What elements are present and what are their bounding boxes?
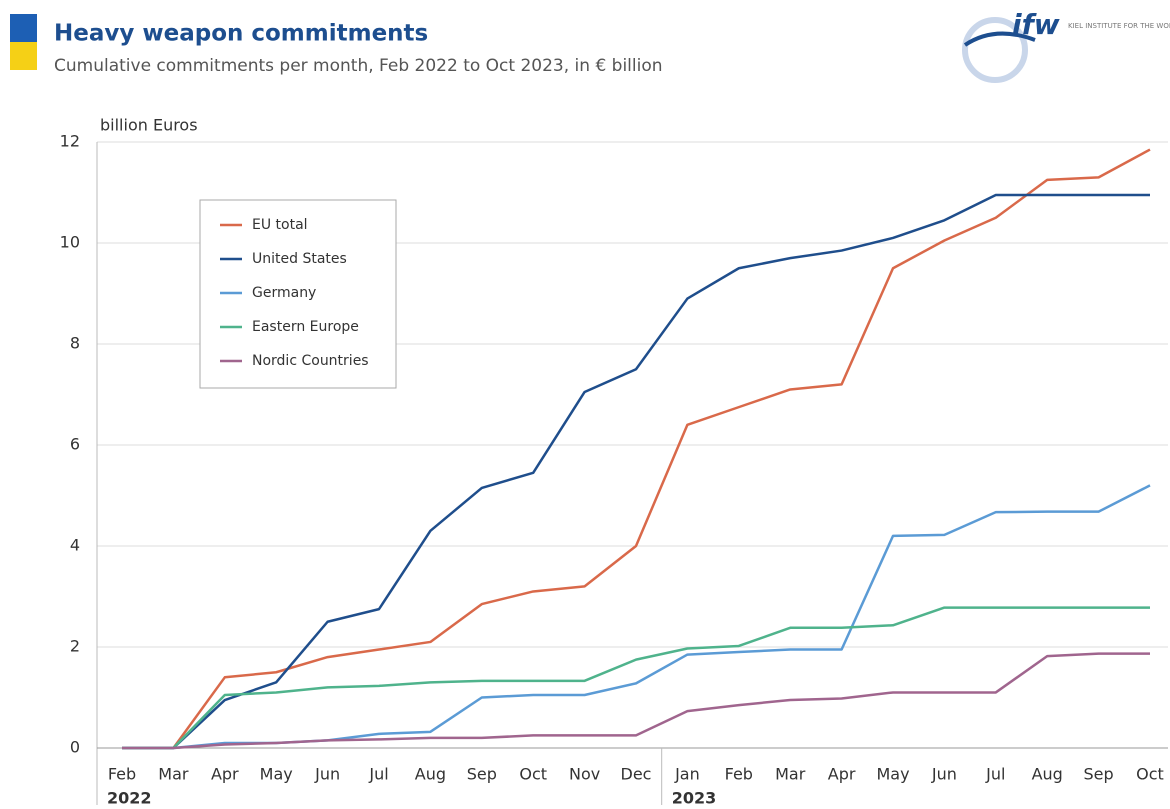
x-tick-label: Jun xyxy=(314,765,340,784)
y-tick-label: 2 xyxy=(70,637,80,656)
x-tick-label: Mar xyxy=(158,765,189,784)
x-tick-label: Aug xyxy=(1032,765,1063,784)
x-tick-label: Sep xyxy=(1084,765,1114,784)
logo-mark: ifw xyxy=(1012,8,1060,41)
y-tick-label: 10 xyxy=(60,233,80,252)
y-axis-label: billion Euros xyxy=(100,116,198,135)
x-tick-label: Feb xyxy=(725,765,753,784)
y-tick-label: 0 xyxy=(70,738,80,757)
series-line xyxy=(122,484,1151,750)
x-tick-label: Jan xyxy=(674,765,700,784)
x-tick-label: Jul xyxy=(985,765,1005,784)
logo-swoosh xyxy=(963,31,1036,47)
legend-label: Eastern Europe xyxy=(252,319,359,335)
x-tick-label: Apr xyxy=(211,765,239,784)
y-tick-label: 4 xyxy=(70,536,80,555)
x-tick-label: Aug xyxy=(415,765,446,784)
legend-label: Nordic Countries xyxy=(252,353,369,369)
x-tick-label: Jul xyxy=(368,765,388,784)
x-tick-label: Oct xyxy=(519,765,547,784)
logo: ifw KIEL INSTITUTE FOR THE WORLD ECONOMY xyxy=(962,8,1170,83)
series-line xyxy=(122,193,1150,750)
flag-blue xyxy=(10,14,37,42)
logo-text: KIEL INSTITUTE FOR THE WORLD ECONOMY xyxy=(1068,22,1170,30)
x-tick-label: Dec xyxy=(621,765,652,784)
x-tick-label: Oct xyxy=(1136,765,1164,784)
legend-label: Germany xyxy=(252,285,316,301)
y-tick-label: 12 xyxy=(60,132,80,151)
flag-yellow xyxy=(10,42,37,70)
legend-label: EU total xyxy=(252,217,308,233)
title: Heavy weapon commitments xyxy=(54,21,428,47)
x-tick-label: Apr xyxy=(828,765,856,784)
y-tick-label: 6 xyxy=(70,435,80,454)
series-line xyxy=(122,606,1150,750)
series-line xyxy=(122,148,1151,750)
x-tick-label: Sep xyxy=(467,765,497,784)
subtitle: Cumulative commitments per month, Feb 20… xyxy=(54,56,663,76)
x-group-label: 2023 xyxy=(672,789,717,808)
x-group-label: 2022 xyxy=(107,789,152,808)
x-tick-label: May xyxy=(260,765,293,784)
x-tick-label: Nov xyxy=(569,765,600,784)
x-tick-label: Mar xyxy=(775,765,806,784)
series-line xyxy=(122,652,1150,750)
x-tick-label: May xyxy=(876,765,909,784)
x-tick-label: Feb xyxy=(108,765,136,784)
y-tick-label: 8 xyxy=(70,334,80,353)
logo-globe xyxy=(962,17,1028,83)
legend-label: United States xyxy=(252,251,347,267)
x-tick-label: Jun xyxy=(931,765,957,784)
